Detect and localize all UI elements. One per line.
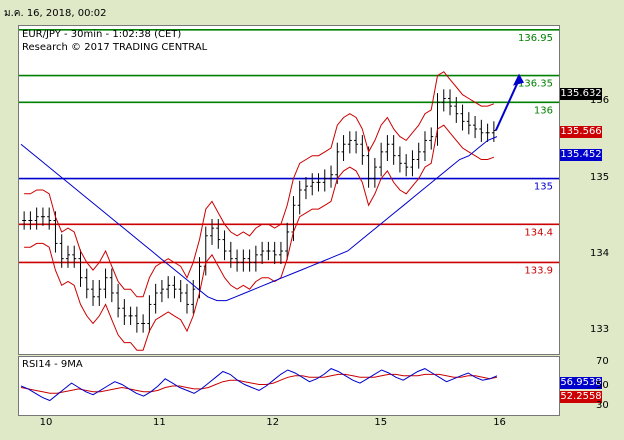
timestamp: ม.ค. 16, 2018, 00:02 bbox=[4, 8, 107, 19]
forecast-arrow-head bbox=[513, 73, 524, 86]
x-tick-label: 10 bbox=[39, 417, 53, 428]
level-label-136: 136 bbox=[534, 105, 553, 116]
rsi-chart bbox=[20, 368, 498, 402]
y-tick-label: 134 bbox=[590, 247, 610, 259]
level-label-134.4: 134.4 bbox=[524, 227, 553, 238]
rsi-ma-line bbox=[20, 373, 498, 394]
bollinger-lower bbox=[24, 124, 495, 351]
chart-research-credit: Research © 2017 TRADING CENTRAL bbox=[22, 42, 208, 53]
level-label-133.9: 133.9 bbox=[524, 265, 553, 276]
level-label-136.95: 136.95 bbox=[518, 33, 553, 44]
chart-symbol-title: EUR/JPY - 30min - 1:02:38 (CET) bbox=[22, 29, 182, 40]
level-label-136.35: 136.35 bbox=[518, 79, 553, 90]
rsi-panel[interactable]: RSI14 - 9MA bbox=[18, 356, 560, 416]
level-label-135: 135 bbox=[534, 182, 553, 193]
moving-average-line bbox=[20, 136, 498, 302]
bollinger-upper bbox=[24, 71, 495, 298]
rsi-value-tag: 52.2558 bbox=[560, 391, 602, 403]
rsi-tick-label: 30 bbox=[596, 400, 609, 411]
rsi-title: RSI14 - 9MA bbox=[22, 359, 83, 370]
x-tick-label: 11 bbox=[153, 417, 166, 428]
rsi-line bbox=[20, 368, 498, 402]
forecast-arrow-shaft bbox=[494, 79, 520, 131]
price-chart: 136.95 136.35 136 135 134.4 133.9 bbox=[19, 29, 559, 351]
price-tag: 135.566 bbox=[560, 125, 602, 138]
x-tick-label: 15 bbox=[374, 417, 388, 428]
price-tag: 135.632 bbox=[560, 87, 602, 100]
price-chart-panel[interactable]: 136.95 136.35 136 135 134.4 133.9 EUR/JPY - 3… bbox=[18, 25, 560, 355]
x-tick-label: 16 bbox=[493, 417, 506, 428]
x-tick-label: 12 bbox=[266, 417, 280, 428]
y-tick-label: 136 bbox=[590, 95, 610, 107]
rsi-tick-label: 50 bbox=[596, 380, 609, 391]
rsi-tick-label: 70 bbox=[596, 356, 609, 367]
y-tick-label: 133 bbox=[590, 324, 610, 336]
rsi-value-tag: 56.9538 bbox=[560, 377, 602, 389]
price-tag: 135.452 bbox=[560, 148, 602, 161]
y-tick-label: 135 bbox=[590, 171, 610, 183]
